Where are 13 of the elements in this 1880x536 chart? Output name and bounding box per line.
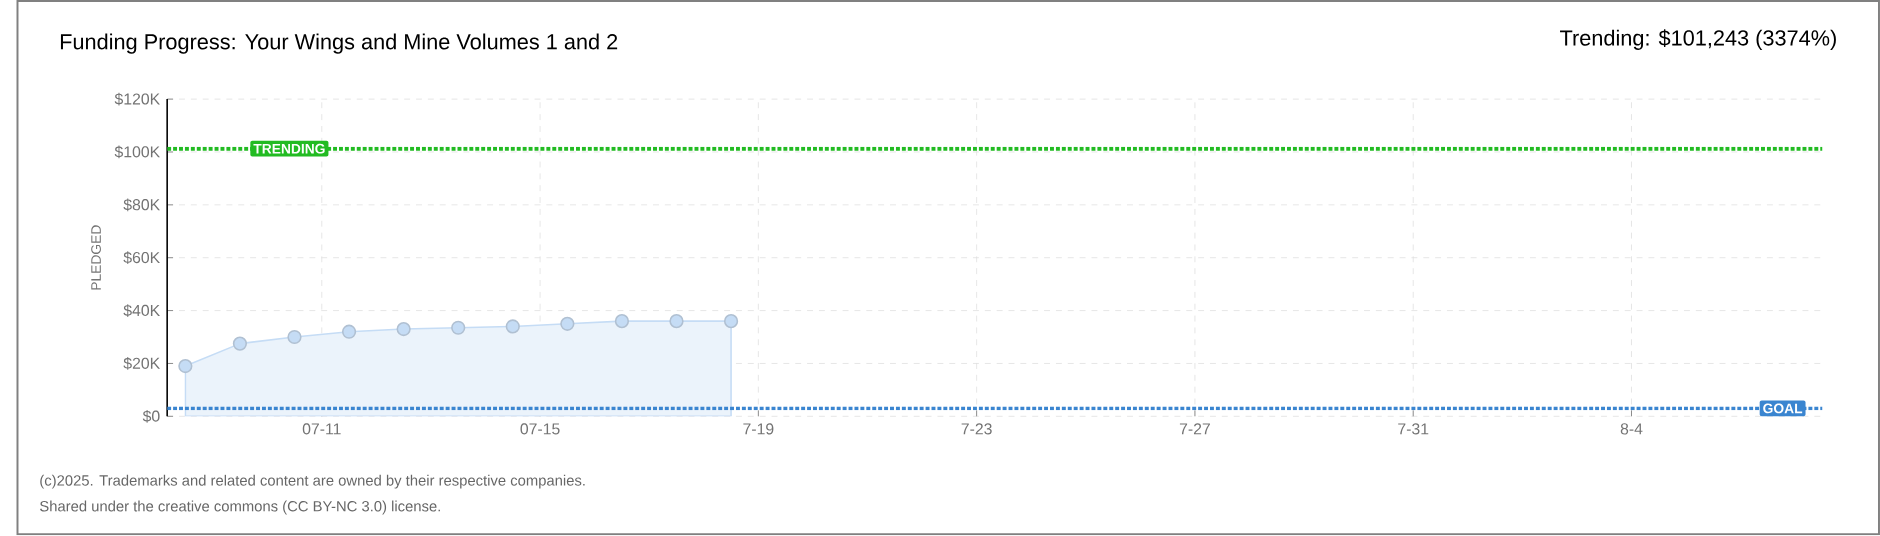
point [396, 322, 411, 337]
chart-subtitle: Trending: $101,243 (3374%) [1560, 29, 1836, 51]
point [287, 330, 302, 345]
point [178, 359, 193, 374]
point [669, 314, 684, 329]
point [505, 319, 520, 334]
point [614, 314, 630, 329]
point [723, 314, 739, 329]
point [341, 324, 357, 340]
point [451, 321, 466, 336]
point [560, 317, 575, 332]
point [232, 336, 248, 352]
chart-title: Funding Progress: Your Wings and Mine Volumes 1 and 2 [60, 33, 618, 55]
